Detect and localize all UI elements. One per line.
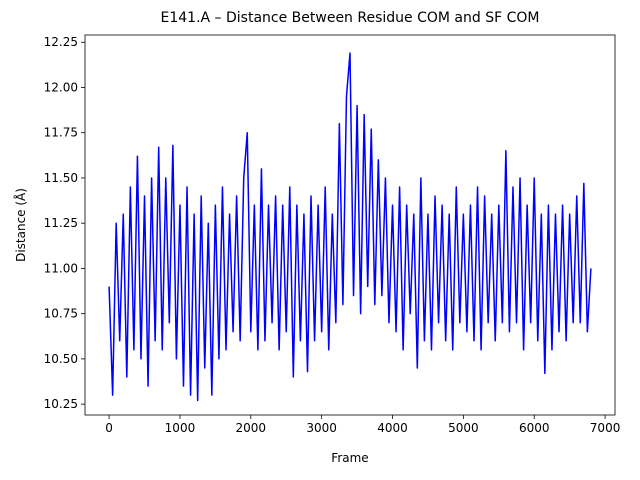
data-line	[108, 52, 592, 402]
y-tick-label: 11.25	[44, 216, 78, 230]
x-tick-label: 6000	[519, 421, 550, 435]
y-tick-label: 11.75	[44, 126, 78, 140]
x-tick-label: 3000	[306, 421, 337, 435]
y-tick-label: 10.25	[44, 397, 78, 411]
y-tick-label: 12.25	[44, 35, 78, 49]
x-tick-label: 1000	[165, 421, 196, 435]
y-tick-label: 11.00	[44, 261, 78, 275]
x-axis-label: Frame	[331, 451, 368, 465]
y-tick-label: 12.00	[44, 80, 78, 94]
y-axis-label: Distance (Å)	[13, 188, 28, 262]
y-tick-label: 10.50	[44, 352, 78, 366]
x-tick-label: 7000	[590, 421, 621, 435]
x-tick-label: 0	[105, 421, 113, 435]
y-tick-label: 11.50	[44, 171, 78, 185]
x-tick-label: 4000	[377, 421, 408, 435]
chart-title: E141.A – Distance Between Residue COM an…	[161, 10, 540, 26]
x-tick-label: 2000	[236, 421, 267, 435]
x-tick-label: 5000	[448, 421, 479, 435]
y-tick-label: 10.75	[44, 307, 78, 321]
plot-frame	[84, 34, 616, 416]
